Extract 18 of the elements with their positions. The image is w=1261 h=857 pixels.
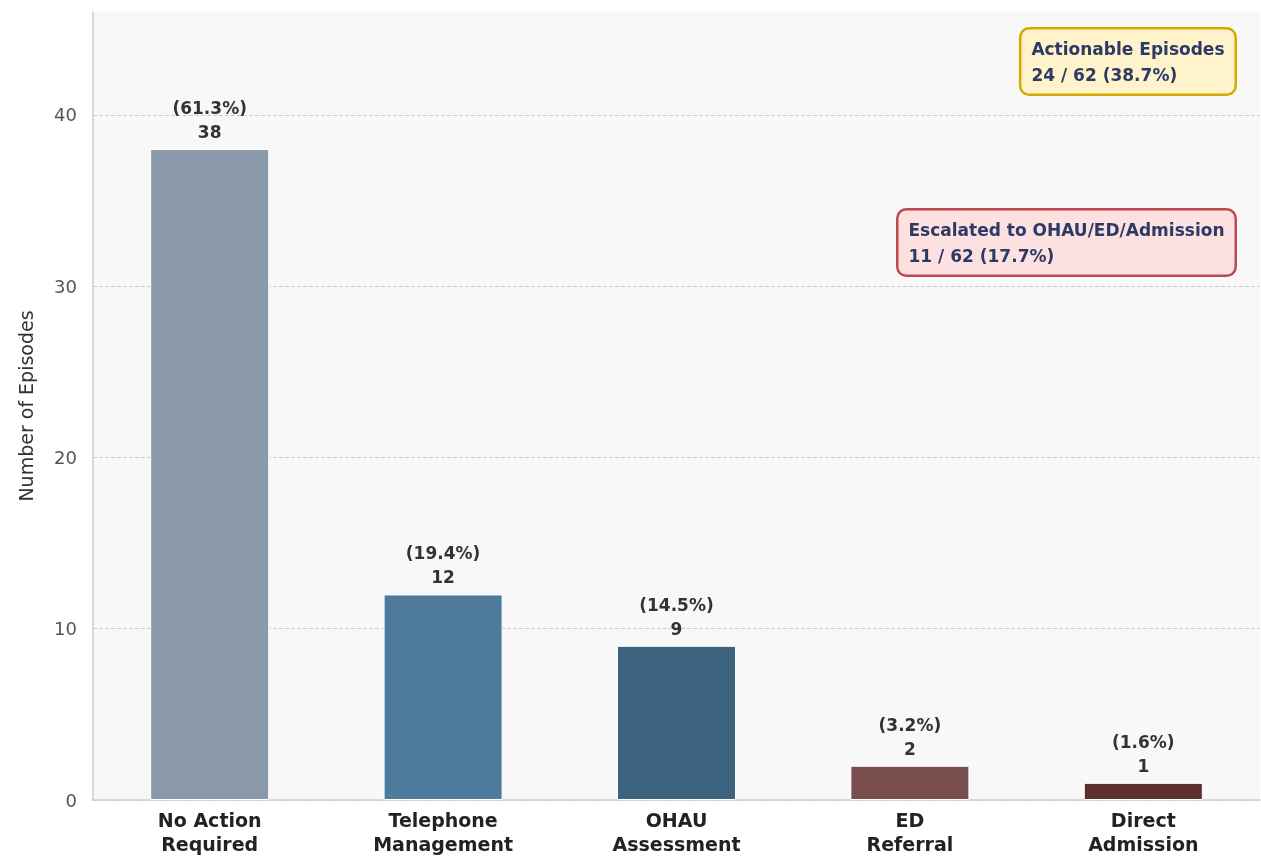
data-label: (61.3%) 38	[172, 98, 247, 143]
x-tick-label: Direct Admission	[1088, 809, 1199, 855]
y-axis-title: Number of Episodes	[14, 310, 37, 502]
y-tick-label: 0	[65, 789, 77, 811]
data-label: (14.5%) 9	[639, 594, 714, 639]
data-label: (3.2%) 2	[878, 714, 942, 759]
y-tick-label: 40	[54, 104, 77, 126]
x-tick-label: OHAU Assessment	[612, 809, 741, 855]
data-label: (1.6%) 1	[1111, 731, 1175, 776]
data-label: (19.4%) 12	[405, 543, 481, 588]
y-tick-label: 20	[54, 446, 77, 468]
y-tick-label: 30	[54, 275, 77, 297]
x-tick-label: Telephone Management	[373, 809, 514, 855]
annotation: Escalated to OHAU/ED/Admission 11 / 62 (17.7%)	[908, 219, 1225, 266]
annotation: Actionable Episodes 24 / 62 (38.7%)	[1031, 38, 1225, 85]
y-tick-label: 10	[54, 618, 77, 640]
x-tick-label: ED Referral	[866, 809, 954, 855]
x-tick-label: No Action Required	[157, 809, 262, 855]
